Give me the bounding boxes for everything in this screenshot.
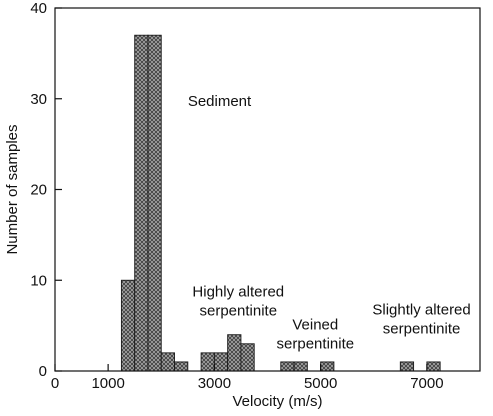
annotation-line: serpentinite — [383, 321, 461, 338]
annotation-label: Sediment — [188, 93, 252, 110]
histogram-bar — [399, 361, 415, 372]
annotation-line: Sediment — [188, 93, 252, 110]
y-tick-label: 10 — [30, 272, 47, 289]
histogram-bar — [240, 343, 255, 372]
annotation-label: Veined serpentinite — [277, 316, 355, 352]
annotation-line: Veined — [292, 316, 338, 333]
x-tick-label: 0 — [51, 375, 59, 392]
y-tick-label: 20 — [30, 182, 47, 199]
histogram-bar — [147, 34, 162, 372]
annotation-line: Highly altered — [192, 284, 284, 301]
x-tick-label: 7000 — [410, 375, 443, 392]
annotation-line: Slightly altered — [372, 302, 470, 319]
histogram-bar — [134, 34, 149, 372]
y-axis-label: Number of samples — [4, 124, 21, 254]
y-tick-label: 30 — [30, 91, 47, 108]
histogram-bar — [280, 361, 295, 372]
histogram-bar — [174, 361, 189, 372]
histogram-bar — [227, 334, 242, 372]
histogram-bar — [320, 361, 335, 372]
histogram-bar — [120, 279, 136, 372]
histogram-bar — [200, 352, 215, 372]
histogram-bar — [426, 361, 441, 372]
x-tick-label: 5000 — [304, 375, 337, 392]
y-tick-label: 0 — [39, 363, 47, 380]
y-tick-label: 40 — [30, 0, 47, 17]
histogram-bar — [293, 361, 308, 372]
x-axis-label: Velocity (m/s) — [232, 393, 322, 410]
histogram-bar — [160, 352, 175, 372]
x-tick-label: 1000 — [91, 375, 124, 392]
x-tick-label: 3000 — [198, 375, 231, 392]
annotation-line: serpentinite — [200, 303, 278, 320]
histogram-bar — [213, 352, 229, 372]
annotation-line: serpentinite — [277, 335, 355, 352]
annotation-label: Slightly altered serpentinite — [372, 302, 470, 338]
annotation-label: Highly altered serpentinite — [192, 284, 284, 320]
